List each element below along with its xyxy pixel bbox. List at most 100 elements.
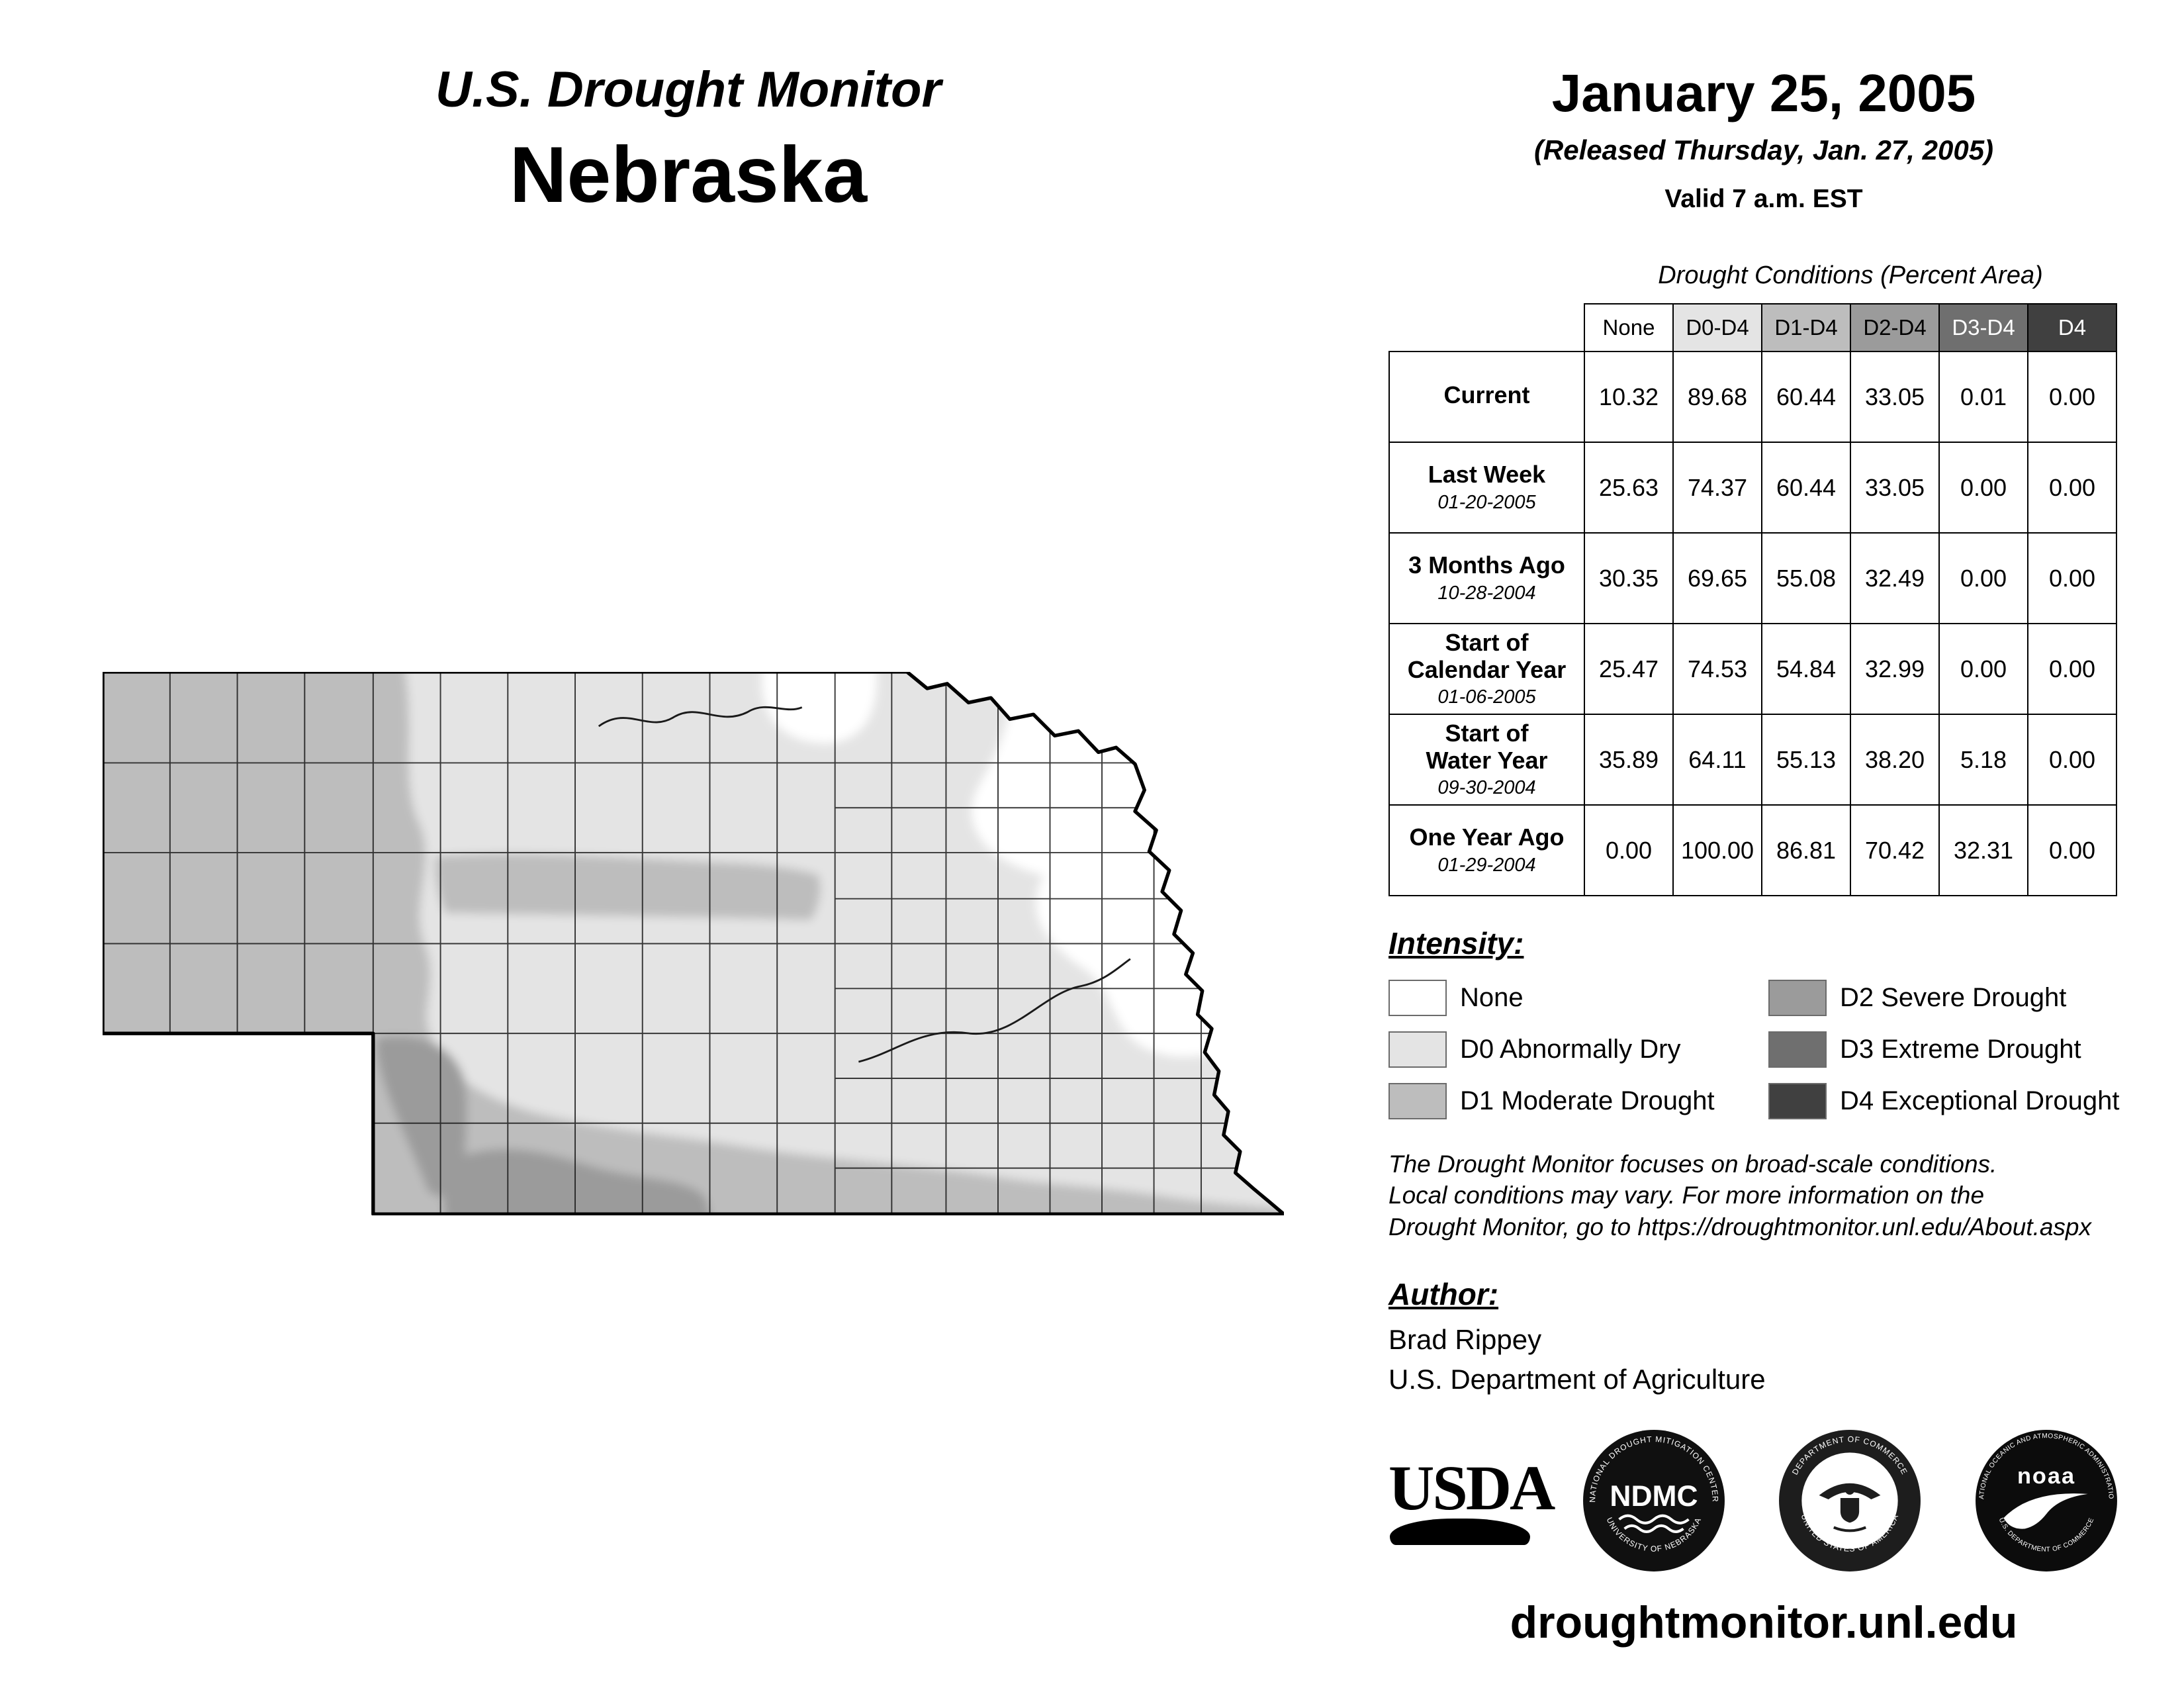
usda-logo: USDA (1388, 1452, 1555, 1545)
legend-swatch-d3 (1768, 1031, 1827, 1068)
row-label-last-week: Last Week 01-20-2005 (1388, 442, 1585, 534)
logo-row: USDA NATIONAL DROUGHT MITIGATION CENTER … (1388, 1427, 2120, 1574)
value-cell: 0.00 (1938, 623, 2028, 715)
map-region-d1-central-band (435, 853, 821, 920)
value-cell: 33.05 (1850, 442, 1940, 534)
table-row: 3 Months Ago 10-28-2004 30.35 69.65 55.0… (1388, 532, 2117, 624)
usda-wordmark: USDA (1388, 1452, 1555, 1523)
ndmc-circle (1582, 1430, 1725, 1571)
value-cell: 0.00 (2027, 714, 2117, 806)
seagull-icon (2003, 1493, 2088, 1529)
title-block: U.S. Drought Monitor Nebraska (0, 61, 1377, 220)
row-label-one-year-ago: One Year Ago 01-29-2004 (1388, 804, 1585, 896)
value-cell: 0.00 (1938, 442, 2028, 534)
eagle-head-icon (1845, 1485, 1855, 1495)
value-cell: 0.01 (1938, 351, 2028, 443)
usda-swoosh (1389, 1519, 1530, 1545)
value-cell: 0.00 (1584, 804, 1674, 896)
value-cell: 32.49 (1850, 532, 1940, 624)
value-cell: 100.00 (1672, 804, 1762, 896)
value-cell: 0.00 (2027, 623, 2117, 715)
value-cell: 0.00 (2027, 532, 2117, 624)
legend-item-none: None (1388, 972, 1715, 1023)
value-cell: 0.00 (2027, 351, 2117, 443)
niobrara-river-line (598, 706, 803, 727)
legend-title: Intensity: (1388, 926, 1524, 961)
col-header-none: None (1584, 303, 1674, 352)
table-caption: Drought Conditions (Percent Area) (1658, 261, 2043, 289)
page-title: U.S. Drought Monitor (435, 62, 942, 118)
table-row: Current 10.32 89.68 60.44 33.05 0.01 0.0… (1388, 351, 2117, 443)
legend-item-d4: D4 Exceptional Drought (1768, 1075, 2119, 1127)
legend-swatch-d0 (1388, 1031, 1447, 1068)
value-cell: 70.42 (1850, 804, 1940, 896)
legend-swatch-d1 (1388, 1082, 1447, 1119)
table-corner-cell (1389, 304, 1584, 352)
river-lines (598, 706, 1131, 1063)
value-cell: 60.44 (1761, 442, 1851, 534)
disclaimer-line: Drought Monitor, go to https://droughtmo… (1388, 1213, 2091, 1241)
value-cell: 25.63 (1584, 442, 1674, 534)
row-label-start-water-year: Start of Water Year 09-30-2004 (1388, 714, 1585, 806)
author-heading: Author: (1388, 1277, 1499, 1311)
author-name: Brad Rippey (1388, 1324, 1542, 1355)
eagle-shield-icon (1841, 1497, 1860, 1523)
report-date: January 25, 2005 (1551, 64, 1976, 122)
legend-item-d2: D2 Severe Drought (1768, 972, 2119, 1023)
legend-item-d1: D1 Moderate Drought (1388, 1075, 1715, 1127)
value-cell: 64.11 (1672, 714, 1762, 806)
table-header-row: None D0-D4 D1-D4 D2-D4 D3-D4 D4 (1389, 303, 2117, 352)
table-row: Start of Water Year 09-30-2004 35.89 64.… (1388, 714, 2117, 806)
value-cell: 0.00 (2027, 442, 2117, 534)
disclaimer-text: The Drought Monitor focuses on broad-sca… (1388, 1149, 2091, 1243)
state-outline (103, 672, 1284, 1215)
valid-time: Valid 7 a.m. EST (1664, 185, 1863, 213)
map-region-none-north (762, 672, 877, 743)
value-cell: 30.35 (1584, 532, 1674, 624)
table-row: One Year Ago 01-29-2004 0.00 100.00 86.8… (1388, 804, 2117, 896)
value-cell: 25.47 (1584, 623, 1674, 715)
legend-column-right: D2 Severe Drought D3 Extreme Drought D4 … (1768, 972, 2119, 1127)
legend-swatch-none (1388, 979, 1447, 1016)
ndmc-logo: NATIONAL DROUGHT MITIGATION CENTER UNIVE… (1582, 1430, 1725, 1571)
nebraska-drought-map (103, 672, 1284, 1215)
author-org: U.S. Department of Agriculture (1388, 1364, 1766, 1395)
legend-swatch-d4 (1768, 1082, 1827, 1119)
noaa-logo: NATIONAL OCEANIC AND ATMOSPHERIC ADMINIS… (1973, 1427, 2117, 1571)
table-row: Start of Calendar Year 01-06-2005 25.47 … (1388, 623, 2117, 715)
col-header-d3-d4: D3-D4 (1938, 303, 2028, 352)
value-cell: 55.08 (1761, 532, 1851, 624)
ndmc-wave-icon (1617, 1514, 1690, 1524)
disclaimer-line: Local conditions may vary. For more info… (1388, 1182, 1985, 1209)
value-cell: 38.20 (1850, 714, 1940, 806)
col-header-d4: D4 (2027, 303, 2117, 352)
site-url: droughtmonitor.unl.edu (1510, 1597, 2018, 1648)
value-cell: 0.00 (2027, 804, 2117, 896)
map-region-d2-south (441, 1149, 713, 1215)
value-cell: 35.89 (1584, 714, 1674, 806)
value-cell: 69.65 (1672, 532, 1762, 624)
disclaimer-line: The Drought Monitor focuses on broad-sca… (1388, 1150, 1997, 1178)
row-label-start-calendar-year: Start of Calendar Year 01-06-2005 (1388, 623, 1585, 715)
legend-column-left: None D0 Abnormally Dry D1 Moderate Droug… (1388, 972, 1715, 1127)
value-cell: 0.00 (1938, 532, 2028, 624)
value-cell: 60.44 (1761, 351, 1851, 443)
ndmc-wordmark: NDMC (1610, 1480, 1698, 1513)
legend-swatch-d2 (1768, 979, 1827, 1016)
value-cell: 86.81 (1761, 804, 1851, 896)
ndmc-wave-icon (1623, 1524, 1684, 1533)
value-cell: 89.68 (1672, 351, 1762, 443)
legend-item-d3: D3 Extreme Drought (1768, 1023, 2119, 1075)
map-region-d2-southwest (376, 1036, 467, 1196)
value-cell: 33.05 (1850, 351, 1940, 443)
col-header-d1-d4: D1-D4 (1761, 303, 1851, 352)
value-cell: 5.18 (1938, 714, 2028, 806)
county-grid (103, 672, 1284, 1215)
legend-item-d0: D0 Abnormally Dry (1388, 1023, 1715, 1075)
col-header-d0-d4: D0-D4 (1672, 303, 1762, 352)
value-cell: 55.13 (1761, 714, 1851, 806)
state-title: Nebraska (509, 130, 868, 219)
drought-conditions-table: None D0-D4 D1-D4 D2-D4 D3-D4 D4 Current … (1388, 303, 2117, 896)
table-row: Last Week 01-20-2005 25.63 74.37 60.44 3… (1388, 442, 2117, 534)
